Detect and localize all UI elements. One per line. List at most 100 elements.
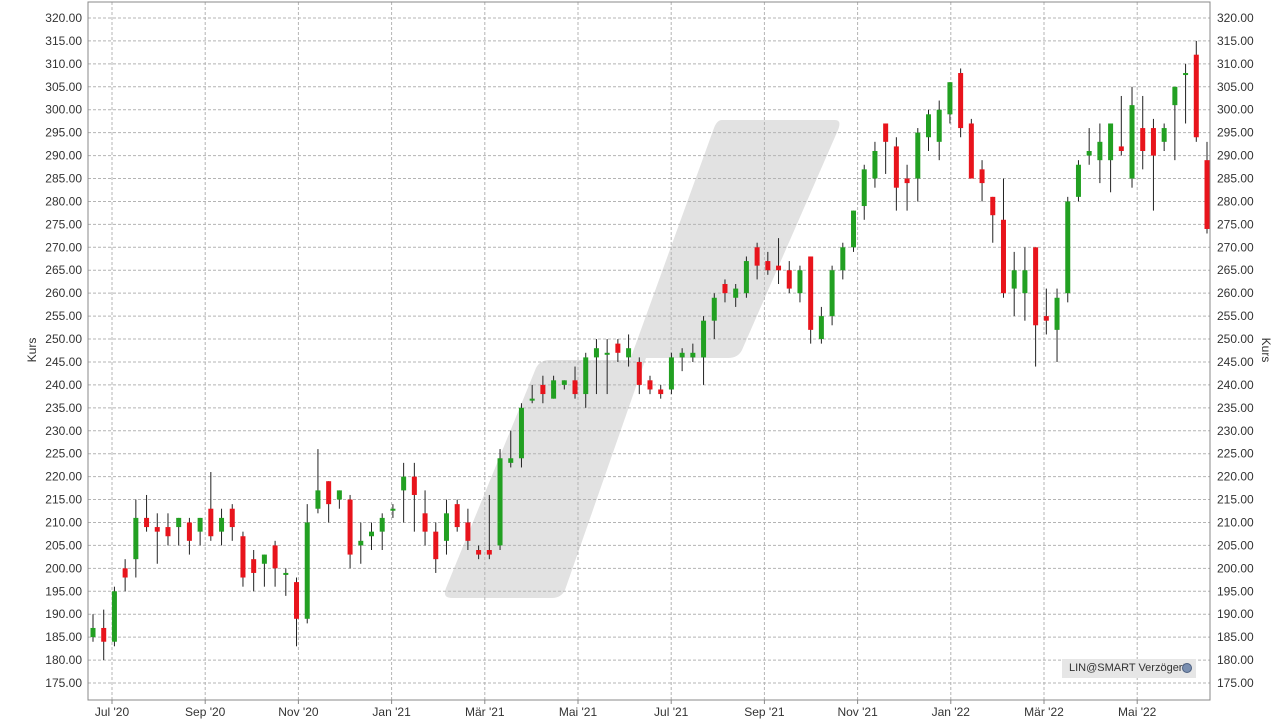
candle-body xyxy=(754,247,760,266)
y-tick-label-left: 295.00 xyxy=(45,126,82,140)
candle-body xyxy=(433,531,439,560)
y-tick-label-left: 180.00 xyxy=(45,653,82,667)
candle xyxy=(1204,141,1210,234)
candle xyxy=(369,522,374,550)
candle-body xyxy=(1043,316,1049,321)
candle xyxy=(101,609,107,661)
candle-body xyxy=(893,146,899,188)
y-tick-label-left: 310.00 xyxy=(45,57,82,71)
candle-body xyxy=(283,572,289,575)
candle-body xyxy=(1022,270,1028,294)
candle-body xyxy=(1129,105,1135,179)
y-tick-label-right: 205.00 xyxy=(1217,538,1254,552)
candles xyxy=(90,40,1210,661)
candle-body xyxy=(411,476,417,495)
candle xyxy=(1108,123,1114,193)
y-tick-label-right: 275.00 xyxy=(1217,217,1254,231)
candle xyxy=(936,100,942,161)
candle xyxy=(668,352,674,395)
x-tick-label: Nov '21 xyxy=(837,705,878,719)
candle xyxy=(90,614,96,642)
candle xyxy=(883,123,889,174)
candle-body xyxy=(1097,141,1103,161)
chart-grid xyxy=(88,2,1210,700)
candle-body xyxy=(197,517,203,532)
candle xyxy=(465,508,471,550)
data-source-label: LIN@SMART Verzögert xyxy=(1069,662,1186,674)
candle-body xyxy=(808,256,814,330)
candle xyxy=(283,568,289,596)
y-tick-label-left: 320.00 xyxy=(45,11,82,25)
data-source-badge: LIN@SMART Verzögert xyxy=(1062,659,1196,678)
candle-body xyxy=(840,247,846,271)
candle-body xyxy=(1054,297,1060,330)
candle-body xyxy=(497,458,503,546)
candle xyxy=(722,279,728,303)
y-tick-label-right: 245.00 xyxy=(1217,355,1254,369)
candle-body xyxy=(390,508,396,511)
candle xyxy=(1118,95,1124,156)
y-tick-label-left: 175.00 xyxy=(45,676,82,690)
candle xyxy=(968,118,974,179)
candle-body xyxy=(786,270,792,289)
candle-body xyxy=(251,559,257,573)
y-tick-label-left: 240.00 xyxy=(45,378,82,392)
y-tick-label-right: 310.00 xyxy=(1217,57,1254,71)
candle-body xyxy=(176,517,182,528)
candle xyxy=(947,82,953,124)
candle xyxy=(454,499,460,532)
candle xyxy=(508,430,514,468)
candle xyxy=(272,540,278,587)
candle-body xyxy=(979,169,985,184)
candle xyxy=(818,306,824,344)
candle-body xyxy=(915,132,921,179)
candle xyxy=(647,375,653,395)
y-tick-label-right: 240.00 xyxy=(1217,378,1254,392)
candle-body xyxy=(219,517,225,532)
candle-body xyxy=(1000,219,1006,294)
y-tick-label-right: 220.00 xyxy=(1217,470,1254,484)
candle-body xyxy=(1150,128,1156,156)
candle-body xyxy=(240,536,246,578)
x-tick-label: Jul '20 xyxy=(95,705,130,719)
candle-body xyxy=(101,627,107,642)
y-tick-label-right: 230.00 xyxy=(1217,424,1254,438)
candle xyxy=(1065,196,1071,303)
y-tick-label-left: 280.00 xyxy=(45,194,82,208)
candle-body xyxy=(647,380,653,390)
candle-body xyxy=(701,320,707,358)
candle-body xyxy=(1065,201,1071,294)
candle xyxy=(1043,288,1049,335)
candle xyxy=(561,380,567,390)
y-tick-label-left: 255.00 xyxy=(45,309,82,323)
candle-body xyxy=(679,352,685,358)
candle xyxy=(583,352,589,408)
candle-body xyxy=(122,568,128,578)
y-tick-label-right: 320.00 xyxy=(1217,11,1254,25)
y-tick-label-left: 305.00 xyxy=(45,80,82,94)
candle-body xyxy=(765,261,771,271)
candle xyxy=(926,109,931,151)
candle xyxy=(1000,178,1006,298)
candle-body xyxy=(1011,270,1017,289)
candle-body xyxy=(1183,73,1189,76)
candle-body xyxy=(304,522,310,619)
candle xyxy=(840,242,846,280)
candle xyxy=(1172,86,1178,161)
candle xyxy=(315,449,321,514)
candle xyxy=(1183,63,1189,124)
candle xyxy=(604,339,610,395)
candle xyxy=(529,384,535,404)
candle-body xyxy=(711,297,717,321)
y-tick-label-left: 215.00 xyxy=(45,493,82,507)
candle-body xyxy=(358,540,364,546)
y-tick-label-left: 275.00 xyxy=(45,217,82,231)
candle-body xyxy=(776,265,782,271)
y-tick-label-right: 280.00 xyxy=(1217,194,1254,208)
candle xyxy=(979,160,985,202)
candle-body xyxy=(968,123,974,179)
candle-body xyxy=(379,517,385,532)
candle xyxy=(165,513,171,546)
globe-icon xyxy=(1182,663,1192,673)
